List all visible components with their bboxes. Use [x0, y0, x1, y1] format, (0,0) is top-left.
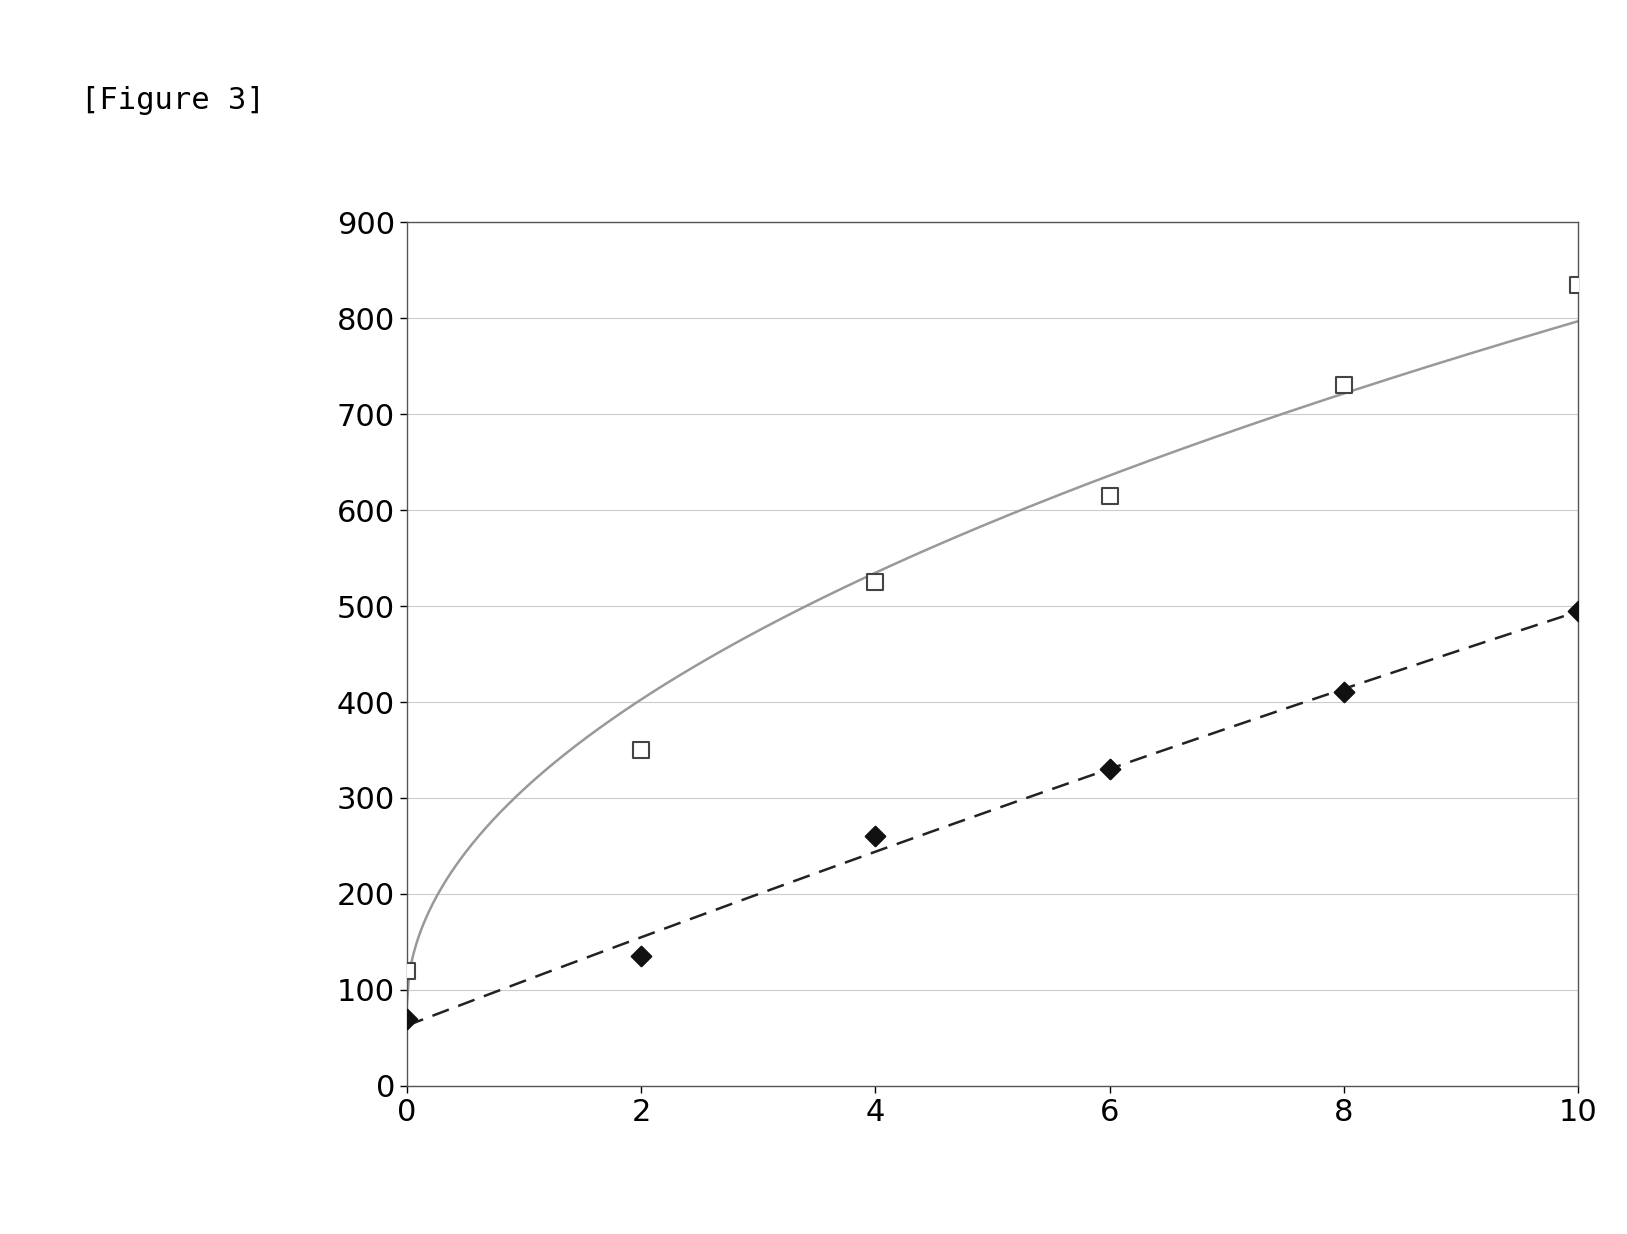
Text: [Figure 3]: [Figure 3]	[81, 86, 265, 116]
Point	[1331, 682, 1357, 702]
Point	[394, 1009, 420, 1029]
Point	[1565, 601, 1591, 621]
Point	[1097, 486, 1123, 506]
Point	[628, 946, 654, 966]
Point	[1565, 275, 1591, 295]
Point	[628, 740, 654, 760]
Point	[1331, 375, 1357, 395]
Point	[1097, 759, 1123, 779]
Point	[394, 961, 420, 981]
Point	[862, 827, 888, 847]
Point	[862, 573, 888, 592]
